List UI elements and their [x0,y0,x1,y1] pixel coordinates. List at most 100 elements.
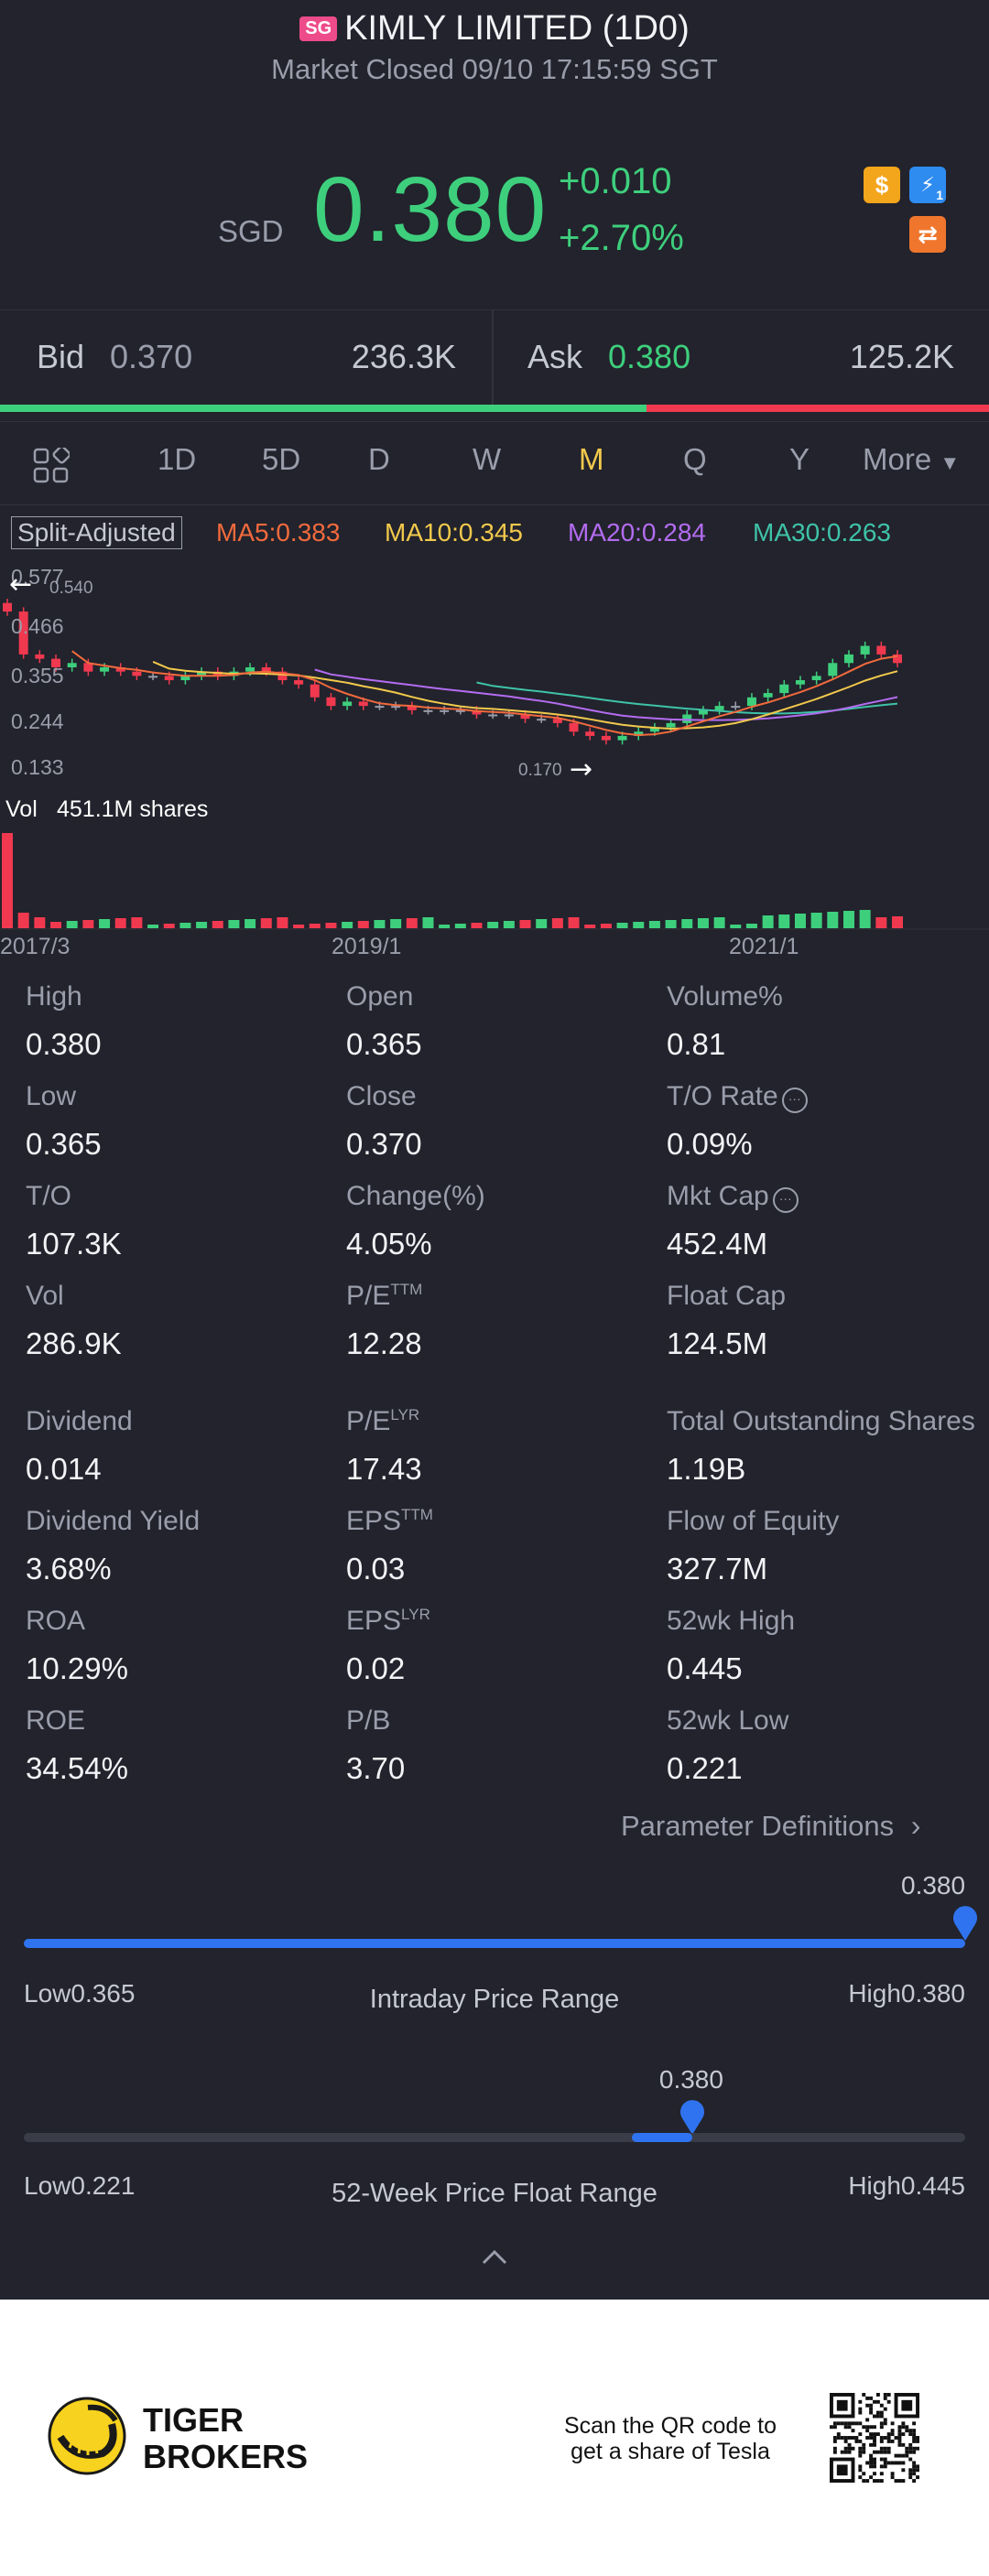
volume-bar [406,918,418,928]
info-icon[interactable]: ··· [781,1088,808,1113]
qr-module [865,2403,870,2408]
qr-module [905,2453,909,2458]
intraday-low-prefix: Low [24,1979,71,2008]
stat-label-52wk-high: 52wk High [667,1606,795,1637]
ma20-line [314,668,898,721]
ask-label: Ask [527,338,583,375]
qr-module [832,2439,837,2443]
chevron-down-icon: ▼ [940,451,961,474]
qr-module [883,2421,887,2426]
qr-module [894,2479,898,2483]
qr-module [862,2472,866,2476]
price-chart[interactable]: 0.577 0.466 0.355 0.244 0.133 ← 0.540 0.… [0,558,989,943]
volume-bar [99,919,111,928]
stat-label-text: P/E [346,1406,391,1436]
qr-module [873,2414,876,2419]
qr-module [890,2429,895,2433]
qr-module [901,2442,906,2447]
volume-bar [859,910,871,928]
qr-module [879,2472,884,2476]
split-adjusted-toggle[interactable]: Split-Adjusted [11,516,182,549]
qr-module [865,2396,870,2400]
volume-bar [648,921,660,928]
chevron-up-icon[interactable] [480,2246,509,2268]
parameter-definitions-link[interactable]: Parameter Definitions › [621,1809,920,1843]
stat-value-flow-of-equity: 327.7M [667,1552,768,1586]
tab-m[interactable]: M [579,442,604,476]
dollar-icon[interactable]: $ [864,167,900,203]
qr-module [883,2393,887,2397]
volume-bar [794,914,806,928]
candle-body [746,697,756,707]
qr-module [873,2425,876,2430]
candle-body [115,666,125,672]
qr-module [847,2425,852,2430]
week52-low-value: 0.221 [71,2171,136,2200]
volume-bar [439,925,451,928]
tab-1d[interactable]: 1D [158,442,197,476]
candle-body [197,671,207,676]
qr-module [869,2425,874,2430]
intraday-high-value: 0.380 [900,1979,965,2008]
stat-label-text: Low [26,1081,77,1111]
bid-size: 236.3K [351,338,456,375]
volume-bar [260,918,272,928]
info-icon[interactable]: ··· [772,1187,799,1213]
tab-d[interactable]: D [368,442,390,476]
tab-5d[interactable]: 5D [262,442,301,476]
qr-module [858,2475,863,2480]
layout-grid-icon[interactable] [33,448,70,484]
qr-caption-line2: get a share of Tesla [571,2439,770,2464]
qr-module [858,2407,863,2411]
qr-module [886,2399,891,2404]
candle-body [310,684,320,698]
lightning-icon[interactable]: ⚡ 1 [909,167,946,203]
qr-module [869,2403,874,2408]
candle-body [375,706,385,709]
qr-module [858,2421,863,2426]
qr-module [862,2425,866,2430]
qr-module [869,2442,874,2447]
qr-module [897,2429,902,2433]
volume-bar [293,925,305,928]
candle-body [763,693,773,698]
volume-bar [827,912,839,928]
qr-module [875,2479,880,2483]
qr-module [843,2421,848,2426]
stat-value-total-outstanding-shares: 1.19B [667,1452,746,1486]
candle-body [3,602,12,612]
stat-value-roe: 34.54% [26,1751,128,1785]
stat-label-mkt-cap: Mkt Cap ··· [667,1181,799,1213]
qr-module [847,2442,852,2447]
stat-value-low: 0.365 [26,1127,102,1161]
stat-label-52wk-low: 52wk Low [667,1705,788,1737]
qr-module [843,2436,848,2440]
qr-module [847,2421,852,2426]
qr-code [830,2393,919,2483]
bid-ask-panel: Bid 0.370 236.3K Ask 0.380 125.2K [0,309,989,408]
stat-label-open: Open [346,981,413,1012]
tab-w[interactable]: W [473,442,502,476]
swap-icon[interactable]: ⇄ [909,216,946,253]
tab-y[interactable]: Y [789,442,810,476]
qr-module [912,2429,917,2433]
stat-label-text: Dividend [26,1406,133,1436]
candle-body [440,709,450,712]
ma30-value: MA30:0.263 [753,518,891,547]
brand-line1: TIGER [143,2401,245,2439]
volume-bar [228,920,240,928]
volume-bar [568,917,580,928]
candle-body [698,709,708,715]
candle-body [35,654,45,659]
qr-caption: Scan the QR code to get a share of Tesla [551,2413,789,2464]
candle-body [731,706,741,709]
qr-module [869,2410,874,2415]
tab-q[interactable]: Q [683,442,707,476]
qr-module [858,2410,863,2415]
candle-body [277,671,288,681]
stat-label-roe: ROE [26,1705,85,1737]
qr-module [865,2418,870,2422]
candle-body [326,697,336,707]
stat-label-text: P/B [346,1705,391,1736]
tab-more[interactable]: More ▼ [863,442,960,477]
